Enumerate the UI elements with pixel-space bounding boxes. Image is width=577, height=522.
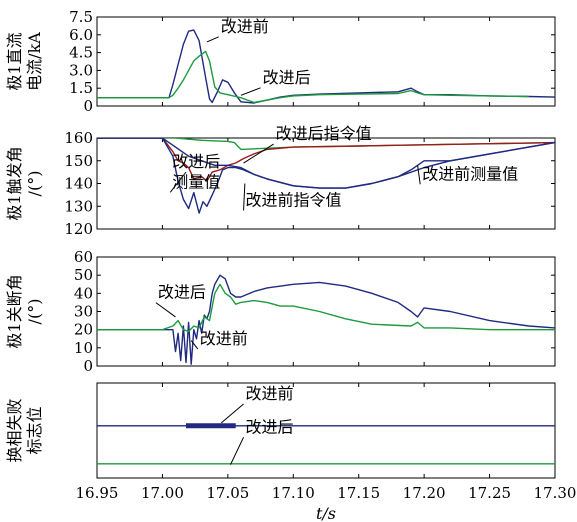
annotation-label: 改进后 (246, 417, 294, 436)
y-tick-label: 40 (74, 284, 93, 302)
x-tick-label: 17.05 (206, 484, 249, 502)
x-tick-label: 17.30 (534, 484, 577, 502)
y-tick-label: 3.0 (69, 61, 93, 79)
annotation-label: 改进后 (172, 152, 220, 171)
y-tick-label: 150 (64, 152, 93, 170)
y-tick-label: 140 (64, 175, 93, 193)
series-group (97, 138, 555, 214)
x-tick-label: 17.15 (337, 484, 380, 502)
annotation-leader (240, 87, 261, 96)
x-tick-labels: 16.95 17.00 17.05 17.10 17.15 17.20 17.25 17.30 (76, 484, 577, 502)
y-tick-label: 10 (74, 339, 93, 357)
x-tick-label: 17.20 (403, 484, 446, 502)
annotation-label: 改进后指令值 (276, 124, 372, 143)
y-axis-label: 电流/kA (25, 32, 44, 91)
series-line-after (97, 283, 555, 333)
series-line-after (97, 50, 529, 104)
y-tick-label: 20 (74, 321, 93, 339)
annotation-leader (169, 171, 187, 193)
annotation-label: 改进前 (221, 17, 269, 36)
annotation-leader (417, 165, 421, 185)
x-tick-label: 17.10 (272, 484, 315, 502)
x-tick-label: 16.95 (76, 484, 119, 502)
y-axis-label: 标志位 (25, 406, 44, 454)
x-axis-label: t/s (316, 504, 336, 522)
panel-frame (96, 256, 556, 367)
annotation-label: 改进后 (158, 283, 206, 302)
panel-frame (96, 137, 556, 230)
annotation-label: 改进前 (246, 384, 294, 403)
y-tick-label: 50 (74, 266, 93, 284)
panel-frame (96, 382, 556, 479)
annotation-label: 测量值 (172, 172, 220, 191)
y-tick-label: 120 (64, 220, 93, 238)
x-tick-label: 17.00 (141, 484, 184, 502)
x-tick-label: 17.25 (468, 484, 511, 502)
series-line-before-measured (97, 138, 555, 214)
y-tick-label: 60 (74, 248, 93, 266)
series-line-before (97, 29, 555, 104)
annotation-leader (220, 403, 244, 424)
y-tick-label: 4.5 (69, 44, 93, 62)
y-tick-label: 1.5 (69, 79, 93, 97)
annotation-label: 改进前测量值 (422, 164, 518, 183)
annotation-leader (190, 340, 199, 350)
annotation-leader (243, 143, 274, 164)
annotation-leader (155, 302, 176, 318)
annotation-leader (206, 36, 219, 43)
annotation-leader (243, 183, 246, 211)
y-tick-label: 30 (74, 303, 93, 321)
y-axis-label: 换相失败 (5, 398, 24, 462)
y-axis-label: /(°) (25, 171, 44, 197)
series-line-after-measured (97, 138, 555, 182)
y-tick-label: 160 (64, 129, 93, 147)
y-tick-label: 6.0 (69, 26, 93, 44)
series-line-before (97, 274, 555, 365)
y-tick-label: 7.5 (69, 8, 93, 26)
y-axis-label: /(°) (25, 299, 44, 325)
y-tick-label: 0 (83, 357, 93, 375)
annotation-leader (230, 437, 245, 465)
y-axis-label: 极1触发角 (5, 146, 24, 220)
y-tick-label: 0 (83, 97, 93, 115)
y-tick-label: 130 (64, 197, 93, 215)
series-group (97, 274, 555, 365)
y-axis-label: 极1直流 (5, 32, 24, 90)
annotation-label: 改进后 (263, 68, 311, 87)
panel-frame (96, 16, 556, 107)
panel-firing-angle: 120 130 140 150 160 极1触发角/(°) 改进后指令值改进后测量值改进前指… (5, 124, 556, 238)
y-axis-label: 极1关断角 (5, 274, 24, 348)
series-group (97, 423, 555, 465)
annotation-label: 改进前 (200, 329, 248, 348)
series-group (97, 29, 555, 104)
annotation-label: 改进前指令值 (246, 191, 342, 210)
